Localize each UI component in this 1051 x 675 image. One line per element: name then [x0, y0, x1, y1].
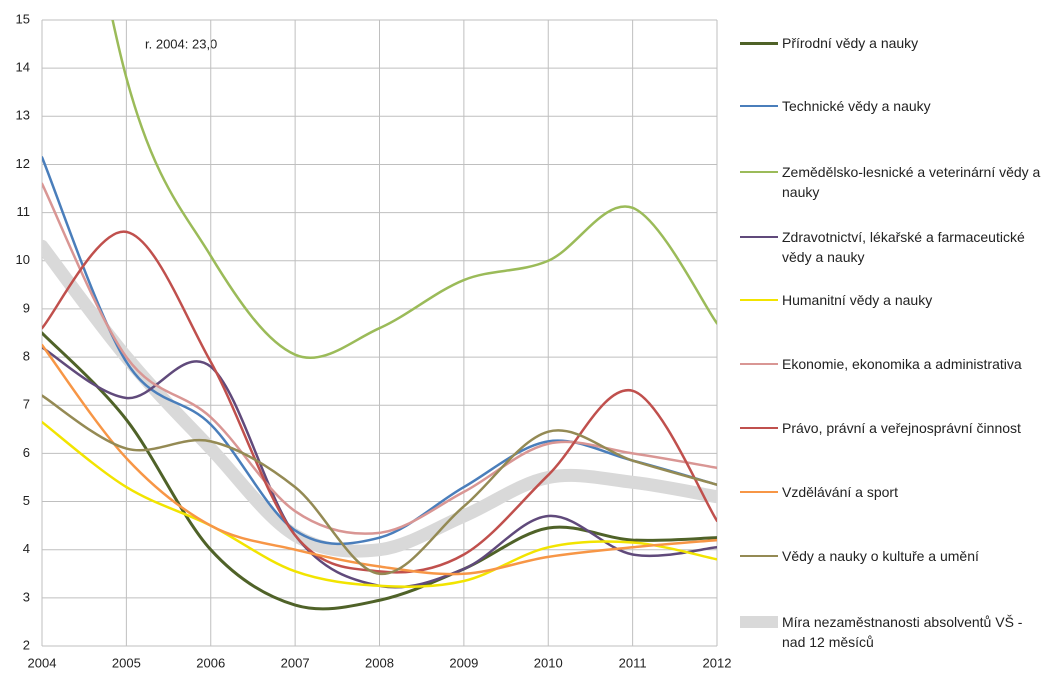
legend-swatch [740, 490, 778, 494]
legend-swatch [740, 235, 778, 239]
y-tick-label: 2 [23, 637, 30, 652]
series-line [42, 182, 717, 535]
x-tick-label: 2012 [703, 655, 732, 670]
legend-swatch [740, 170, 778, 174]
annotation: r. 2004: 23,0 [145, 36, 217, 51]
legend-swatch [740, 426, 778, 430]
y-tick-label: 8 [23, 349, 30, 364]
y-tick-label: 4 [23, 541, 30, 556]
legend-label: Zdravotnictví, lékařské a farmaceutické … [782, 229, 1025, 265]
legend-label: Vzdělávání a sport [782, 484, 898, 500]
legend-label: Technické vědy a nauky [782, 98, 931, 114]
x-tick-label: 2004 [28, 655, 57, 670]
legend-label: Vědy a nauky o kultuře a umění [782, 548, 979, 564]
x-tick-label: 2005 [112, 655, 141, 670]
series-line [42, 155, 717, 546]
legend-entry: Humanitní vědy a nauky [740, 290, 1045, 310]
y-tick-label: 10 [16, 252, 30, 267]
legend-swatch [740, 41, 778, 45]
legend-entry: Ekonomie, ekonomika a administrativa [740, 354, 1045, 374]
legend-entry: Právo, právní a veřejnosprávní činnost [740, 418, 1045, 438]
y-tick-label: 14 [16, 60, 30, 75]
x-tick-label: 2006 [196, 655, 225, 670]
series-line [42, 346, 717, 589]
lines [42, 20, 717, 611]
series-line [111, 20, 717, 359]
y-tick-label: 13 [16, 108, 30, 123]
legend-swatch [740, 298, 778, 302]
series-line [42, 343, 717, 576]
x-tick-label: 2009 [449, 655, 478, 670]
legend-label: Míra nezaměstnanosti absolventů VŠ - nad… [782, 614, 1023, 650]
y-tick-label: 12 [16, 156, 30, 171]
legend-entry: Míra nezaměstnanosti absolventů VŠ - nad… [740, 612, 1045, 652]
legend-label: Ekonomie, ekonomika a administrativa [782, 356, 1022, 372]
legend-entry: Přírodní vědy a nauky [740, 33, 1045, 53]
y-tick-label: 5 [23, 493, 30, 508]
legend-swatch [740, 104, 778, 108]
x-tick-label: 2008 [365, 655, 394, 670]
legend-label: Právo, právní a veřejnosprávní činnost [782, 420, 1021, 436]
series-line [42, 394, 717, 576]
legend-swatch [740, 554, 778, 558]
y-tick-label: 6 [23, 445, 30, 460]
y-tick-label: 9 [23, 300, 30, 315]
y-tick-label: 3 [23, 589, 30, 604]
legend-entry: Zdravotnictví, lékařské a farmaceutické … [740, 227, 1045, 267]
y-tick-label: 7 [23, 397, 30, 412]
x-tick-label: 2010 [534, 655, 563, 670]
series-line [42, 331, 717, 611]
legend-label: Humanitní vědy a nauky [782, 292, 933, 308]
y-tick-label: 11 [17, 204, 31, 219]
legend-entry: Vědy a nauky o kultuře a umění [740, 546, 1045, 566]
legend-swatch [740, 616, 778, 628]
x-tick-label: 2011 [619, 655, 647, 670]
legend-label: Zemědělsko-lesnické a veterinární vědy a… [782, 164, 1041, 200]
legend-entry: Technické vědy a nauky [740, 96, 1045, 116]
legend-entry: Vzdělávání a sport [740, 482, 1045, 502]
x-tick-label: 2007 [281, 655, 310, 670]
legend-swatch [740, 362, 778, 366]
legend-label: Přírodní vědy a nauky [782, 35, 919, 51]
y-tick-label: 15 [16, 11, 30, 26]
legend-entry: Zemědělsko-lesnické a veterinární vědy a… [740, 162, 1045, 202]
series-line [42, 420, 717, 588]
